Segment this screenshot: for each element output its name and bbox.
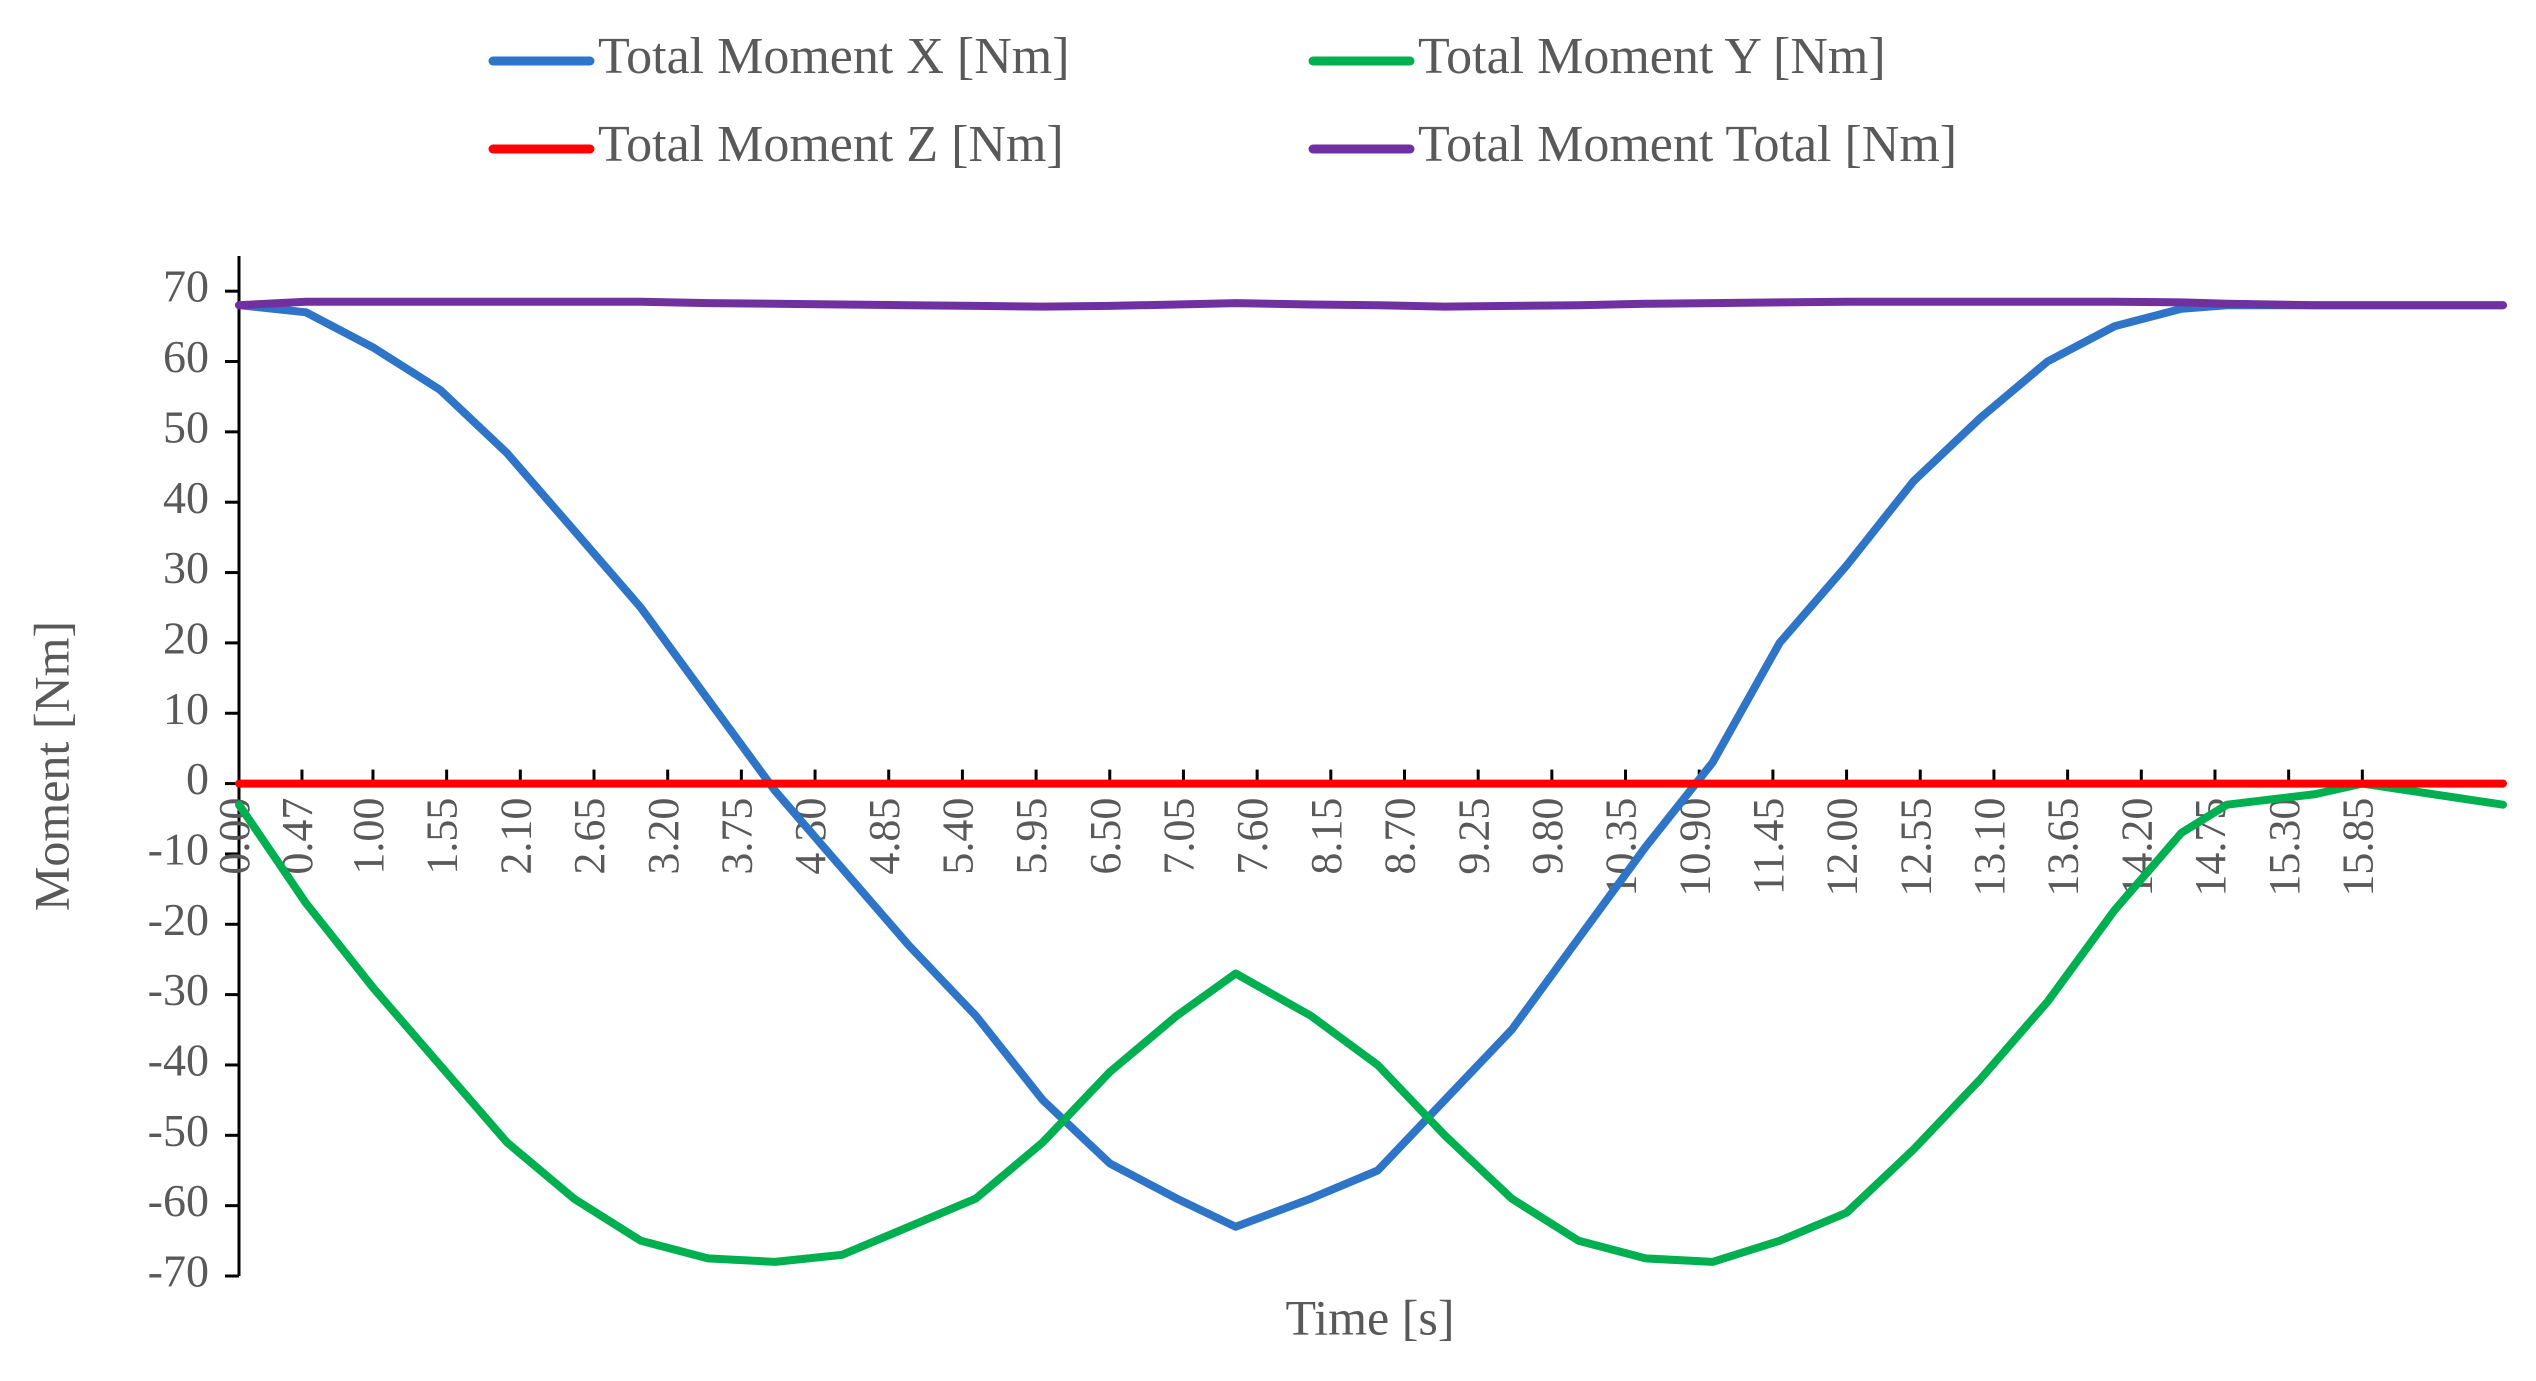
legend-label: Total Moment X [Nm] [598,28,1070,85]
y-tick-label: -50 [148,1105,209,1156]
y-tick-label: 30 [163,542,209,593]
x-tick-label: 5.95 [1007,798,1056,875]
x-axis-title: Time [s] [1285,1289,1454,1345]
x-tick-label: 4.85 [860,798,909,875]
y-tick-label: -30 [148,964,209,1015]
y-tick-label: 20 [163,612,209,663]
x-tick-label: 12.00 [1818,798,1867,897]
x-tick-label: 9.80 [1523,798,1572,875]
y-tick-label: 50 [163,401,209,452]
x-tick-label: 5.40 [934,798,983,875]
x-tick-label: 7.60 [1228,798,1277,875]
series-line [235,297,2507,311]
x-tick-label: 3.20 [639,798,688,875]
x-tick-label: 6.50 [1081,798,1130,875]
y-tick-label: 0 [186,753,209,804]
y-tick-label: 10 [163,683,209,734]
x-tick-label: 11.45 [1744,798,1793,895]
x-tick-label: 15.85 [2333,798,2382,897]
x-tick-label: 13.10 [1965,798,2014,897]
x-tick-label: 3.75 [712,798,761,875]
x-tick-label: 8.15 [1302,798,1351,875]
y-tick-label: 40 [163,472,209,523]
y-tick-label: 60 [163,331,209,382]
x-tick-label: 7.05 [1155,798,1204,875]
series-line [235,301,2507,1231]
x-tick-label: 10.90 [1670,798,1719,897]
y-tick-label: -40 [148,1035,209,1086]
legend-label: Total Moment Total [Nm] [1418,116,1957,173]
x-tick-label: 1.00 [344,798,393,875]
x-tick-label: 8.70 [1376,798,1425,875]
x-tick-label: 13.65 [2039,798,2088,897]
x-tick-label: 15.30 [2260,798,2309,897]
y-tick-label: -70 [148,1246,209,1297]
y-tick-label: -10 [148,823,209,874]
series-line [235,779,2507,1266]
x-tick-label: 12.55 [1891,798,1940,897]
x-tick-label: 1.55 [418,798,467,875]
y-axis-title: Moment [Nm] [23,621,79,911]
y-tick-label: 70 [163,261,209,312]
y-tick-label: -20 [148,894,209,945]
x-tick-label: 2.65 [565,798,614,875]
legend-label: Total Moment Y [Nm] [1418,28,1886,85]
x-tick-label: 9.25 [1449,798,1498,875]
x-tick-label: 2.10 [491,798,540,875]
y-tick-label: -60 [148,1175,209,1226]
x-tick-label: 0.00 [210,798,259,875]
legend-label: Total Moment Z [Nm] [598,116,1064,173]
